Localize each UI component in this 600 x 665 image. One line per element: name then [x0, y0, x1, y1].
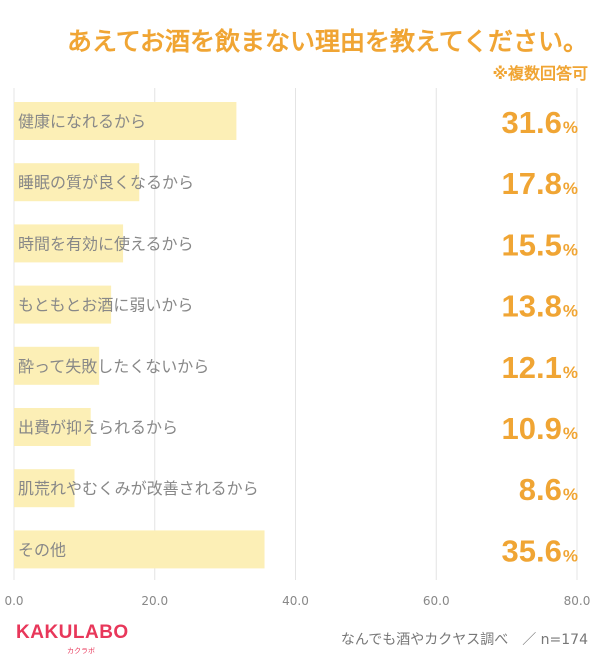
category-label: 出費が抑えられるから: [18, 418, 178, 437]
category-labels: 健康になれるから睡眠の質が良くなるから時間を有効に使えるからもともとお酒に弱いか…: [18, 112, 259, 559]
bar: [14, 408, 91, 446]
chart-title: あえてお酒を飲まない理由を教えてください。: [66, 27, 588, 56]
value-label: 15.5%: [502, 227, 578, 262]
value-label: 10.9%: [502, 411, 578, 446]
value-label: 17.8%: [502, 166, 578, 201]
x-tick-label: 40.0: [282, 594, 309, 608]
multiple-answer-note: ※複数回答可: [492, 64, 588, 83]
x-tick-label: 60.0: [423, 594, 450, 608]
kakulabo-logo-sub: カクラボ: [67, 647, 95, 655]
category-label: その他: [18, 540, 66, 559]
bar: [14, 163, 140, 202]
x-tick-label: 0.0: [4, 594, 23, 608]
category-label: もともとお酒に弱いから: [18, 296, 193, 315]
category-label: 時間を有効に使えるから: [18, 234, 194, 253]
x-axis-ticks: 0.0 20.0 40.0 60.0 80.0: [4, 594, 590, 608]
grid-lines: [13, 88, 578, 580]
value-label: 13.8%: [502, 289, 578, 324]
bar: [14, 102, 237, 140]
value-label: 35.6%: [502, 533, 578, 568]
bar: [14, 224, 124, 263]
kakulabo-logo: KAKULABO: [16, 622, 129, 643]
bar: [14, 469, 75, 508]
bars: [14, 102, 265, 569]
survey-source: なんでも酒やカクヤス調べ ／ n=174: [340, 632, 588, 648]
category-label: 健康になれるから: [18, 112, 146, 131]
value-label: 31.6%: [502, 105, 578, 140]
value-label: 12.1%: [502, 350, 578, 385]
x-tick-label: 80.0: [564, 594, 591, 608]
bar: [14, 530, 265, 569]
category-label: 肌荒れやむくみが改善されるから: [18, 479, 259, 498]
value-label: 8.6%: [519, 472, 578, 507]
bar: [14, 346, 100, 385]
bar: [14, 285, 112, 324]
value-labels: 31.6% 17.8% 15.5% 13.8% 12.1% 10.9% 8.6% 35.6%: [502, 105, 578, 568]
x-tick-label: 20.0: [141, 594, 168, 608]
category-label: 睡眠の質が良くなるから: [18, 173, 194, 192]
category-label: 酔って失敗したくないから: [18, 357, 209, 376]
